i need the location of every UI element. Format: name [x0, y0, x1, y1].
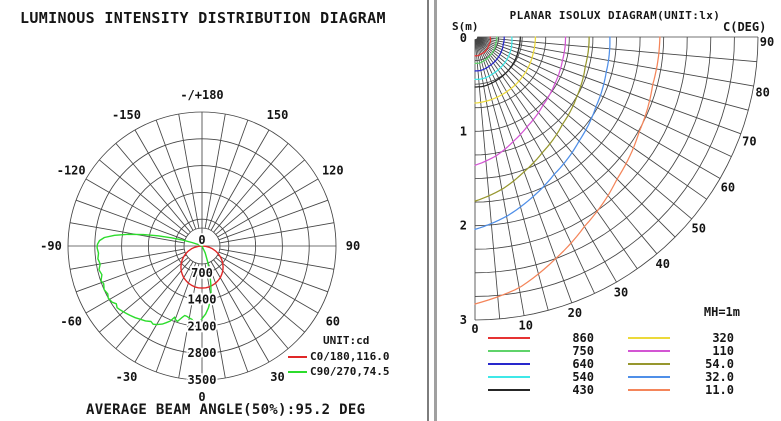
polar-radial-ticks: 0 700 1400 2100 2800 3500 [186, 231, 218, 389]
isolux-legend-item: 860 [488, 330, 594, 345]
intensity-legend: UNIT:cd C0/180,116.0 C90/270,74.5 [288, 334, 389, 379]
isolux-legend-item: 32.0 [628, 369, 734, 384]
isolux-legend-item: 110 [628, 343, 734, 358]
intensity-legend-item: C0/180,116.0 [288, 349, 389, 364]
polar-angle-label: 90 [346, 239, 360, 253]
radial-tick-label: 3500 [188, 373, 217, 387]
legend-label: 320 [712, 330, 734, 345]
isolux-legend-column-1: 860 750 640 540 430 [488, 330, 594, 397]
s-axis-tick-label: 2 [460, 219, 467, 233]
isolux-curve-430 [474, 36, 521, 88]
legend-label: 110 [712, 343, 734, 358]
isolux-curve-54.0 [474, 36, 590, 202]
intensity-legend-item: C90/270,74.5 [288, 364, 389, 379]
legend-label: C90/270,74.5 [310, 365, 390, 378]
intensity-legend-unit: UNIT:cd [323, 334, 370, 347]
c-angle-label: 70 [742, 135, 756, 149]
isolux-curve-860 [474, 36, 492, 57]
legend-label: 640 [572, 356, 594, 371]
radial-tick-label: 2100 [188, 319, 217, 333]
legend-swatch [488, 375, 530, 378]
c-angle-label: 30 [614, 285, 628, 299]
s-axis-tick-label: 1 [460, 124, 467, 138]
polar-angle-label: -30 [116, 370, 138, 384]
isolux-diagram-title: PLANAR ISOLUX DIAGRAM(UNIT:lx) [509, 9, 721, 22]
c-angle-label: 0 [471, 322, 478, 336]
polar-curve-c0-180 [180, 245, 224, 289]
radial-tick-label: 1400 [188, 293, 217, 307]
isolux-legend-item: 430 [488, 382, 594, 397]
c-angle-label: 10 [518, 318, 532, 332]
isolux-curve-540 [474, 36, 513, 81]
legend-swatch [488, 362, 530, 365]
isolux-curve-11.0 [474, 36, 661, 305]
isolux-legend-column-2: 320 110 54.0 32.0 11.0 [628, 330, 734, 397]
polar-angle-label: 30 [270, 370, 284, 384]
legend-swatch [488, 349, 530, 352]
polar-angle-label: -120 [57, 164, 86, 178]
isolux-curve-110 [474, 36, 567, 166]
mounting-height-label: MH=1m [703, 305, 740, 319]
isolux-legend-item: 540 [488, 369, 594, 384]
isolux-curve-320 [474, 36, 537, 104]
legend-swatch [628, 349, 670, 352]
polar-angle-label: 120 [322, 164, 344, 178]
legend-swatch [488, 336, 530, 339]
legend-swatch [488, 388, 530, 391]
polar-curve-c90-270 [96, 233, 212, 326]
legend-label: 54.0 [705, 356, 734, 371]
fan-grid [474, 36, 759, 321]
legend-swatch [628, 388, 670, 391]
c-angle-label: 80 [755, 86, 769, 100]
c-angle-label: 50 [691, 222, 705, 236]
isolux-curve-640 [474, 36, 505, 72]
s-axis-tick-label: 3 [460, 313, 467, 327]
intensity-diagram-title: LUMINOUS INTENSITY DISTRIBUTION DIAGRAM [20, 9, 386, 27]
legend-label: 11.0 [705, 382, 734, 397]
intensity-polar-chart: 0 700 1400 2100 2800 3500 0 30 60 90 120 150 -/+180 -… [40, 88, 360, 404]
panel-divider-line [427, 0, 429, 421]
legend-label: 860 [572, 330, 594, 345]
radial-tick-label: 2800 [188, 346, 217, 360]
polar-angle-label: -/+180 [180, 88, 223, 102]
legend-label: 540 [572, 369, 594, 384]
isolux-curve-32.0 [474, 36, 611, 231]
s-axis-label: S(m) [452, 20, 479, 33]
legend-swatch [628, 336, 670, 339]
legend-label: 430 [572, 382, 594, 397]
panel-divider-line [434, 0, 437, 421]
polar-angle-label: 0 [198, 390, 205, 404]
polar-angle-label: -60 [60, 315, 82, 329]
average-beam-angle-text: AVERAGE BEAM ANGLE(50%):95.2 DEG [86, 402, 366, 418]
polar-angle-label: -90 [40, 239, 62, 253]
s-axis-tick-label: 0 [460, 31, 467, 45]
c-angle-label: 90 [760, 35, 774, 49]
legend-swatch [628, 362, 670, 365]
polar-grid [67, 111, 337, 381]
polar-angle-label: 150 [267, 108, 289, 122]
radial-tick-label: 700 [191, 266, 213, 280]
legend-swatch [628, 375, 670, 378]
c-angle-label: 40 [655, 257, 669, 271]
legend-label: 32.0 [705, 369, 734, 384]
polar-angle-label: -150 [112, 108, 141, 122]
isolux-legend-item: 320 [628, 330, 734, 345]
c-angle-label: 20 [568, 306, 582, 320]
radial-tick-label: 0 [198, 233, 205, 247]
legend-label: 750 [572, 343, 594, 358]
c-axis-label: C(DEG) [723, 20, 767, 34]
isolux-legend-item: 54.0 [628, 356, 734, 371]
isolux-curve-750 [474, 36, 498, 65]
polar-angle-label: 60 [326, 315, 340, 329]
legend-swatch [288, 355, 307, 358]
legend-label: C0/180,116.0 [310, 350, 390, 363]
legend-swatch [288, 370, 307, 373]
c-angle-label: 60 [721, 180, 735, 194]
isolux-legend-item: 640 [488, 356, 594, 371]
isolux-legend-item: 11.0 [628, 382, 734, 397]
isolux-legend-item: 750 [488, 343, 594, 358]
